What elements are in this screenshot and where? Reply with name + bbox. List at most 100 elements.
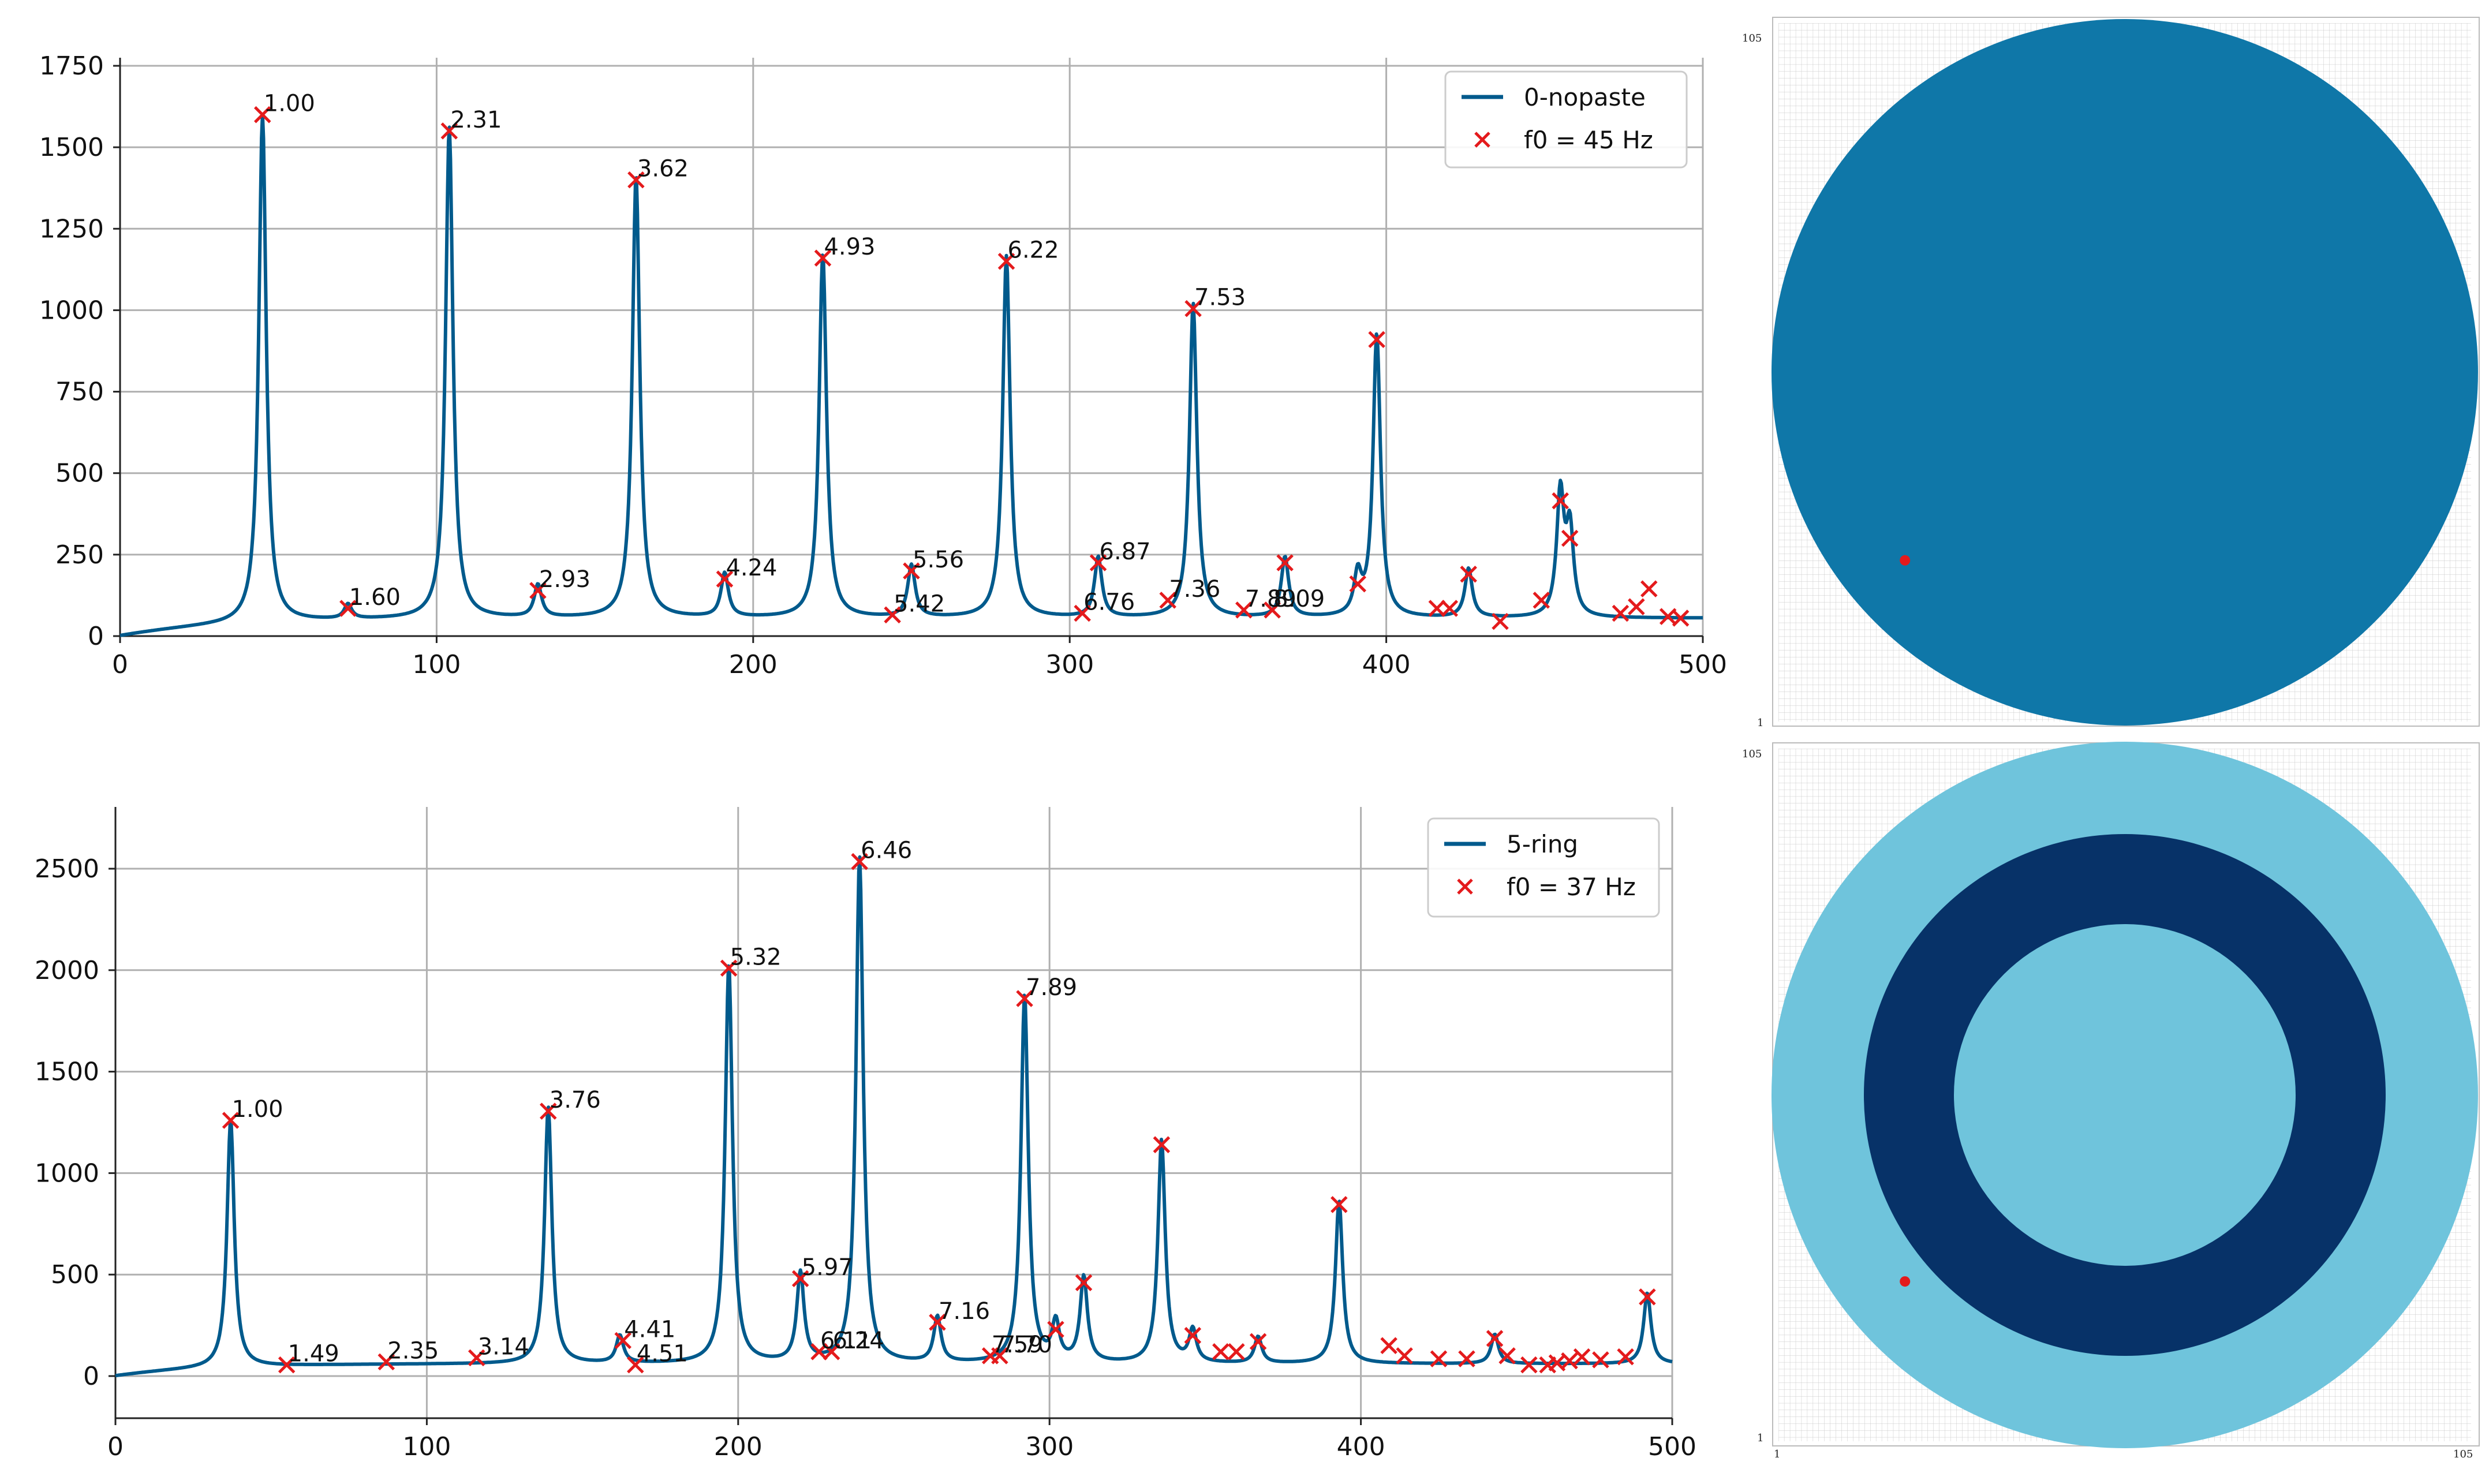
peak-label: 1.49: [288, 1341, 339, 1367]
peak-label: 7.53: [1194, 285, 1246, 311]
y-tick-label: 2500: [35, 854, 99, 884]
top-plate-sensor-point: [1900, 555, 1911, 566]
y-tick-label: 1750: [39, 51, 104, 81]
x-tick-label: 400: [1337, 1432, 1385, 1461]
bottom-peak-markers: [222, 853, 1656, 1374]
y-tick-label: 1000: [39, 296, 104, 325]
peak-marker: [884, 606, 901, 624]
peak-marker: [1561, 529, 1579, 547]
peak-marker: [1628, 598, 1645, 615]
peak-label: 4.93: [824, 234, 875, 260]
peak-marker: [720, 959, 738, 977]
bottom-spectrum-line: [114, 855, 1673, 1378]
peak-marker: [378, 1353, 395, 1371]
peak-marker: [529, 582, 547, 599]
top-legend-box: [1444, 70, 1688, 169]
peak-label: 6.22: [1008, 237, 1059, 264]
peak-label: 5.32: [730, 944, 782, 970]
bottom-tick-labels: 0 100 200 300 400 500 0 500 1000 1500 2000 2500: [35, 854, 1696, 1461]
peak-marker: [1458, 1350, 1475, 1367]
peak-label: 3.76: [550, 1087, 601, 1113]
peak-marker: [1380, 1337, 1397, 1355]
bottom-legend: 5-ring f0 = 37 Hz: [1427, 817, 1660, 918]
top-legend-marker-swatch: [1474, 132, 1490, 148]
peak-marker: [627, 171, 645, 189]
peak-marker: [1235, 601, 1253, 619]
peak-marker: [1573, 1348, 1591, 1366]
peak-marker: [823, 1343, 840, 1360]
peak-label: 1.00: [232, 1096, 283, 1123]
peak-label: 1.60: [349, 584, 401, 611]
peak-marker: [1486, 1330, 1504, 1347]
peak-label: 7.70: [1001, 1332, 1052, 1358]
peak-label: 7.89: [1245, 586, 1296, 612]
peak-label: 6.24: [833, 1328, 884, 1354]
x-tick-label: 500: [1679, 650, 1727, 679]
top-plate-ylabel-min: 1: [1757, 717, 1763, 729]
peak-marker: [1368, 331, 1385, 349]
peak-marker: [1396, 1347, 1413, 1365]
peak-marker: [1552, 492, 1569, 510]
peak-label: 8.09: [1273, 586, 1325, 612]
peak-label: 2.93: [539, 566, 591, 593]
x-tick-label: 200: [714, 1432, 763, 1461]
peak-marker: [1428, 600, 1446, 617]
peak-label: 4.51: [637, 1341, 688, 1367]
y-tick-label: 1500: [39, 133, 104, 162]
top-axes: [113, 58, 1704, 643]
peak-marker: [614, 1332, 631, 1350]
y-tick-label: 250: [55, 540, 104, 570]
peak-label: 5.56: [913, 547, 964, 573]
x-tick-label: 200: [729, 650, 778, 679]
top-tick-labels: 0 100 200 300 400 500 0 250 500 750 1000 1250 1500 17…: [39, 51, 1727, 679]
peak-marker: [222, 1112, 240, 1129]
bottom-legend-label-series: 5-ring: [1507, 830, 1578, 858]
y-tick-label: 500: [51, 1260, 99, 1289]
peak-marker: [1520, 1356, 1538, 1374]
top-plate-ylabel-max: 105: [1742, 32, 1762, 44]
peak-label: 6.46: [861, 838, 912, 864]
peak-label: 6.87: [1100, 539, 1151, 565]
peak-marker: [1075, 1274, 1093, 1292]
peak-marker: [468, 1349, 485, 1367]
peak-marker: [1074, 604, 1091, 622]
peak-label: 7.16: [939, 1298, 990, 1325]
y-tick-label: 500: [55, 459, 104, 488]
bottom-gridlines: [115, 807, 1673, 1418]
top-peak-markers: [254, 106, 1690, 630]
peak-marker: [810, 1343, 828, 1360]
y-tick-label: 750: [55, 377, 104, 407]
y-tick-label: 2000: [35, 956, 99, 985]
peak-marker: [1331, 1196, 1348, 1213]
y-tick-label: 1000: [35, 1158, 99, 1188]
peak-marker: [851, 853, 868, 870]
peak-marker: [1153, 1136, 1171, 1153]
x-tick-label: 300: [1025, 1432, 1074, 1461]
bottom-plate-ylabel-max: 105: [1742, 748, 1762, 760]
peak-label: 6.76: [1083, 589, 1135, 615]
peak-marker: [1089, 554, 1107, 571]
peak-label: 4.41: [624, 1316, 675, 1343]
peak-marker: [1249, 1333, 1267, 1350]
peak-marker: [339, 600, 357, 617]
peak-label: 1.00: [264, 91, 315, 117]
peak-marker: [1592, 1351, 1609, 1369]
peak-label: 7.89: [1026, 974, 1077, 1001]
top-plate-map: 105 1: [1742, 17, 2480, 729]
peak-marker: [1276, 554, 1294, 571]
peak-marker: [1349, 575, 1367, 593]
top-spectrum-line: [119, 113, 1704, 637]
peak-marker: [254, 106, 271, 124]
bottom-chart: 1.00 1.49 2.35 3.14 3.76 4.414.51 5.32 5.97 6.11…: [35, 807, 1696, 1461]
x-tick-label: 0: [112, 650, 128, 679]
y-tick-label: 0: [88, 622, 104, 651]
top-chart: 1.00 1.60 2.31 2.93 3.62 4.24 4.93 5.42 5.56 6.22…: [39, 51, 1727, 679]
peak-marker: [814, 249, 832, 267]
peak-marker: [791, 1270, 809, 1287]
top-plate-disk: [1772, 19, 2478, 726]
peak-marker: [1212, 1343, 1229, 1360]
peak-marker: [1184, 1326, 1202, 1344]
bottom-plate-inner-disk: [1954, 924, 2296, 1266]
peak-marker: [1264, 601, 1281, 619]
peak-label: 5.42: [894, 590, 945, 617]
